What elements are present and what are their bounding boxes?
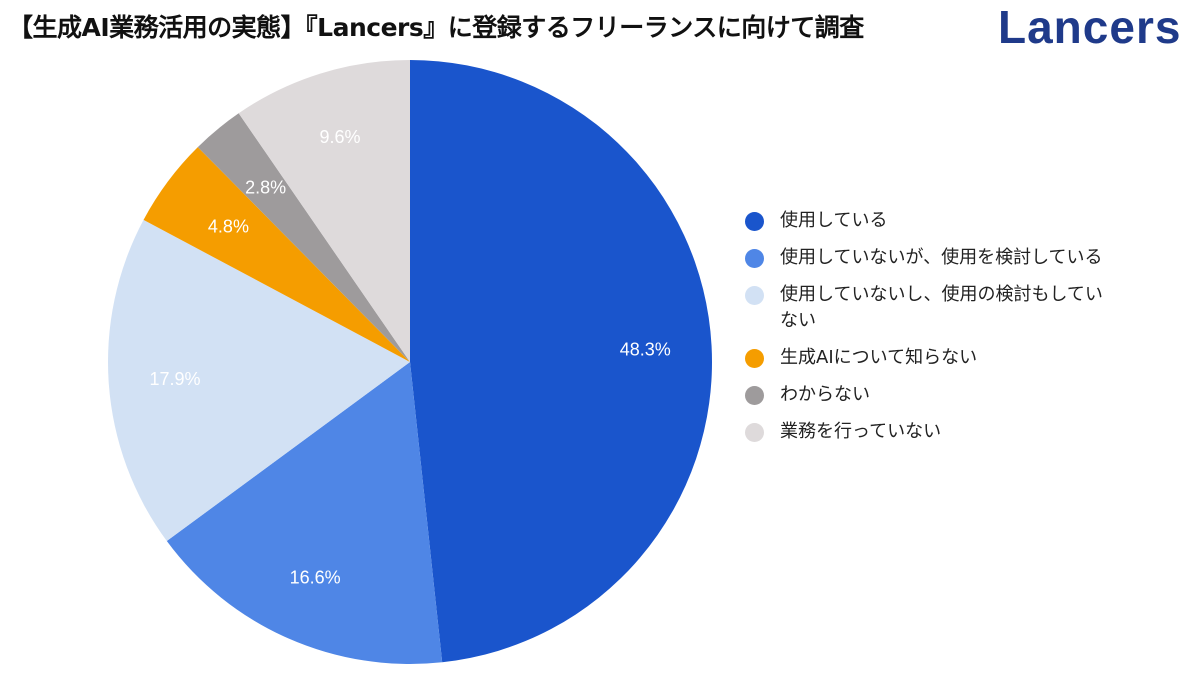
slice-no-work-label: 9.6%	[320, 127, 361, 147]
slice-unaware-label: 4.8%	[208, 217, 249, 237]
legend-swatch	[745, 249, 764, 268]
slice-no-work	[238, 60, 410, 362]
legend-item-considering: 使用していないが、使用を検討している	[745, 245, 1165, 271]
legend-item-no-work: 業務を行っていない	[745, 419, 1165, 445]
legend-label: 使用していないが、使用を検討している	[780, 247, 1103, 268]
slice-unaware	[143, 147, 411, 362]
slice-dont-know	[197, 113, 410, 362]
page-title: 【生成AI業務活用の実態】『Lancers』に登録するフリーランスに向けて調査	[8, 13, 864, 42]
chart-legend: 使用している 使用していないが、使用を検討している 使用していないし、使用の検討…	[745, 208, 1165, 456]
legend-swatch	[745, 286, 764, 305]
slice-dont-know-label: 2.8%	[245, 177, 286, 197]
legend-label: 使用している	[780, 210, 888, 231]
lancers-logo: Lancers	[998, 1, 1182, 53]
legend-swatch	[745, 423, 764, 442]
legend-swatch	[745, 349, 764, 368]
legend-label: わからない	[780, 384, 870, 405]
legend-label: 生成AIについて知らない	[780, 347, 978, 368]
slice-considering-label: 16.6%	[290, 568, 341, 588]
legend-swatch	[745, 386, 764, 405]
slice-considering	[166, 362, 443, 664]
legend-item-not-considering: 使用していないし、使用の検討もしていない	[745, 282, 1165, 334]
legend-item-unaware: 生成AIについて知らない	[745, 345, 1165, 371]
slice-not-considering	[107, 219, 410, 542]
legend-label: 使用していないし、使用の検討もしていない	[780, 284, 1103, 331]
legend-item-using: 使用している	[745, 208, 1165, 234]
legend-swatch	[745, 212, 764, 231]
legend-item-dont-know: わからない	[745, 382, 1165, 408]
slice-not-considering-label: 17.9%	[150, 369, 201, 389]
legend-label: 業務を行っていない	[780, 421, 942, 442]
slice-using	[410, 60, 712, 663]
slice-using-label: 48.3%	[620, 339, 671, 359]
